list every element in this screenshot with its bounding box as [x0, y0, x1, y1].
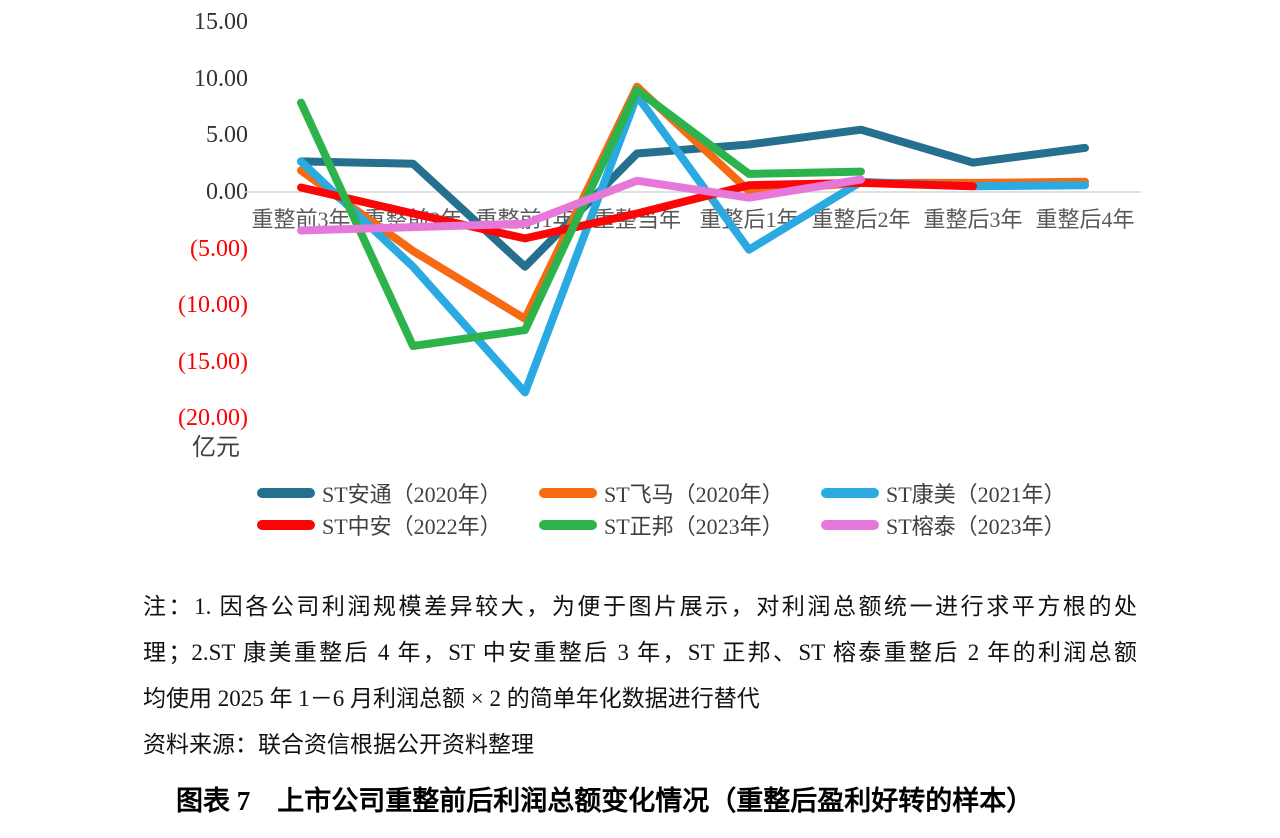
- note-line-1: 注：1. 因各公司利润规模差异较大，为便于图片展示，对利润总额统一进行求平方根的…: [143, 594, 1137, 619]
- legend-item-5: ST榕泰（2023年）: [821, 509, 1103, 541]
- y-tick-3: 0.00: [206, 179, 248, 205]
- y-tick-1: 10.00: [194, 65, 248, 92]
- legend-swatch-icon: [539, 488, 597, 498]
- y-tick-7: (20.00): [178, 405, 248, 432]
- y-tick-6: (15.00): [178, 348, 248, 375]
- legend-label: ST康美（2021年）: [886, 482, 1066, 507]
- profit-line-chart: 15.00 10.00 5.00 0.00 (5.00) (10.00) (15.00) (2…: [178, 9, 1141, 461]
- legend-label: ST中安（2022年）: [322, 514, 502, 539]
- legend-row-1: ST中安（2022年） ST正邦（2023年） ST榕泰（2023年）: [257, 509, 1103, 541]
- legend-swatch-icon: [821, 488, 879, 498]
- legend-swatch-icon: [539, 520, 597, 530]
- legend-label: ST飞马（2020年）: [604, 482, 784, 507]
- legend-swatch-icon: [257, 488, 315, 498]
- chart-legend: ST安通（2020年） ST飞马（2020年） ST康美（2021年） ST中安（20…: [257, 477, 1103, 541]
- x-tick-7: 重整后4年: [1035, 207, 1135, 232]
- legend-item-1: ST飞马（2020年）: [539, 477, 821, 509]
- source-line: 资料来源：联合资信根据公开资料整理: [143, 732, 534, 757]
- legend-label: ST正邦（2023年）: [604, 514, 784, 539]
- y-tick-5: (10.00): [178, 292, 248, 319]
- y-axis-unit-label: 亿元: [192, 435, 240, 461]
- legend-swatch-icon: [257, 520, 315, 530]
- y-tick-2: 5.00: [206, 122, 248, 149]
- series-line-0: [297, 125, 1089, 271]
- chart-notes: 注：1. 因各公司利润规模差异较大，为便于图片展示，对利润总额统一进行求平方根的…: [143, 584, 1137, 768]
- legend-label: ST榕泰（2023年）: [886, 514, 1066, 539]
- legend-item-0: ST安通（2020年）: [257, 477, 539, 509]
- note-line-3: 均使用 2025 年 1－6 月利润总额 × 2 的简单年化数据进行替代: [143, 686, 760, 711]
- legend-row-0: ST安通（2020年） ST飞马（2020年） ST康美（2021年）: [257, 477, 1103, 509]
- legend-label: ST安通（2020年）: [322, 482, 502, 507]
- figure-caption: 图表 7 上市公司重整前后利润总额变化情况（重整后盈利好转的样本）: [176, 786, 1034, 816]
- legend-swatch-icon: [821, 520, 879, 530]
- legend-item-2: ST康美（2021年）: [821, 477, 1103, 509]
- legend-item-4: ST正邦（2023年）: [539, 509, 821, 541]
- y-tick-0: 15.00: [194, 9, 248, 36]
- y-tick-4: (5.00): [190, 235, 248, 262]
- note-line-2: 理；2.ST 康美重整后 4 年，ST 中安重整后 3 年，ST 正邦、ST 榕…: [143, 640, 1137, 665]
- series-line-2: [297, 91, 1089, 397]
- series-line-1: [297, 82, 1089, 323]
- legend-item-3: ST中安（2022年）: [257, 509, 539, 541]
